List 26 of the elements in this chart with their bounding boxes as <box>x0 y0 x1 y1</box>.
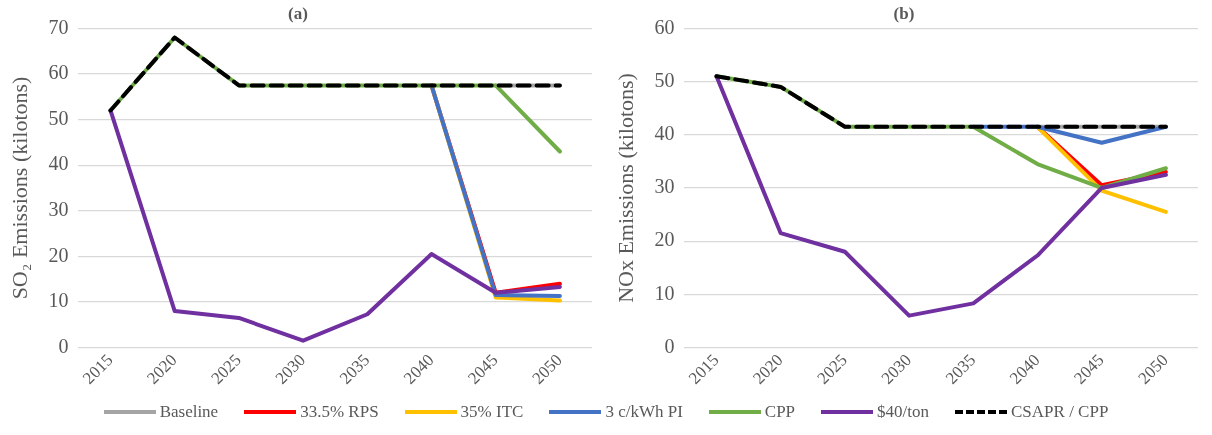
y-tick-label: 10 <box>654 281 675 304</box>
y-tick-label: 10 <box>48 289 69 312</box>
y-tick-label: 30 <box>654 175 675 198</box>
legend-label: 3 c/kWh PI <box>605 402 683 422</box>
y-tick-label: 40 <box>654 122 675 145</box>
y-tick-label: 30 <box>48 198 69 221</box>
y-axis-title: NOx Emissions (kilotons) <box>612 73 638 303</box>
legend-label: CSAPR / CPP <box>1011 402 1109 422</box>
y-tick-label: 0 <box>58 334 69 357</box>
y-tick-label: 0 <box>664 334 675 357</box>
chart-title: (a) <box>288 3 308 23</box>
legend-label: Baseline <box>159 402 219 422</box>
y-tick-label: 50 <box>654 68 675 91</box>
chart-title: (b) <box>893 3 915 23</box>
legend-label: CPP <box>764 402 796 422</box>
y-tick-label: 70 <box>48 15 69 38</box>
y-tick-label: 20 <box>654 228 675 251</box>
y-tick-label: 60 <box>654 15 675 38</box>
y-axis-title: SO₂ Emissions (kilotons) <box>6 76 32 300</box>
legend-label: $40/ton <box>877 402 930 422</box>
y-tick-label: 50 <box>48 106 69 129</box>
y-tick-label: 20 <box>48 243 69 266</box>
legend-label: 33.5% RPS <box>300 402 379 422</box>
y-tick-label: 60 <box>48 61 69 84</box>
legend-label: 35% ITC <box>460 402 524 422</box>
y-tick-label: 40 <box>48 152 69 175</box>
